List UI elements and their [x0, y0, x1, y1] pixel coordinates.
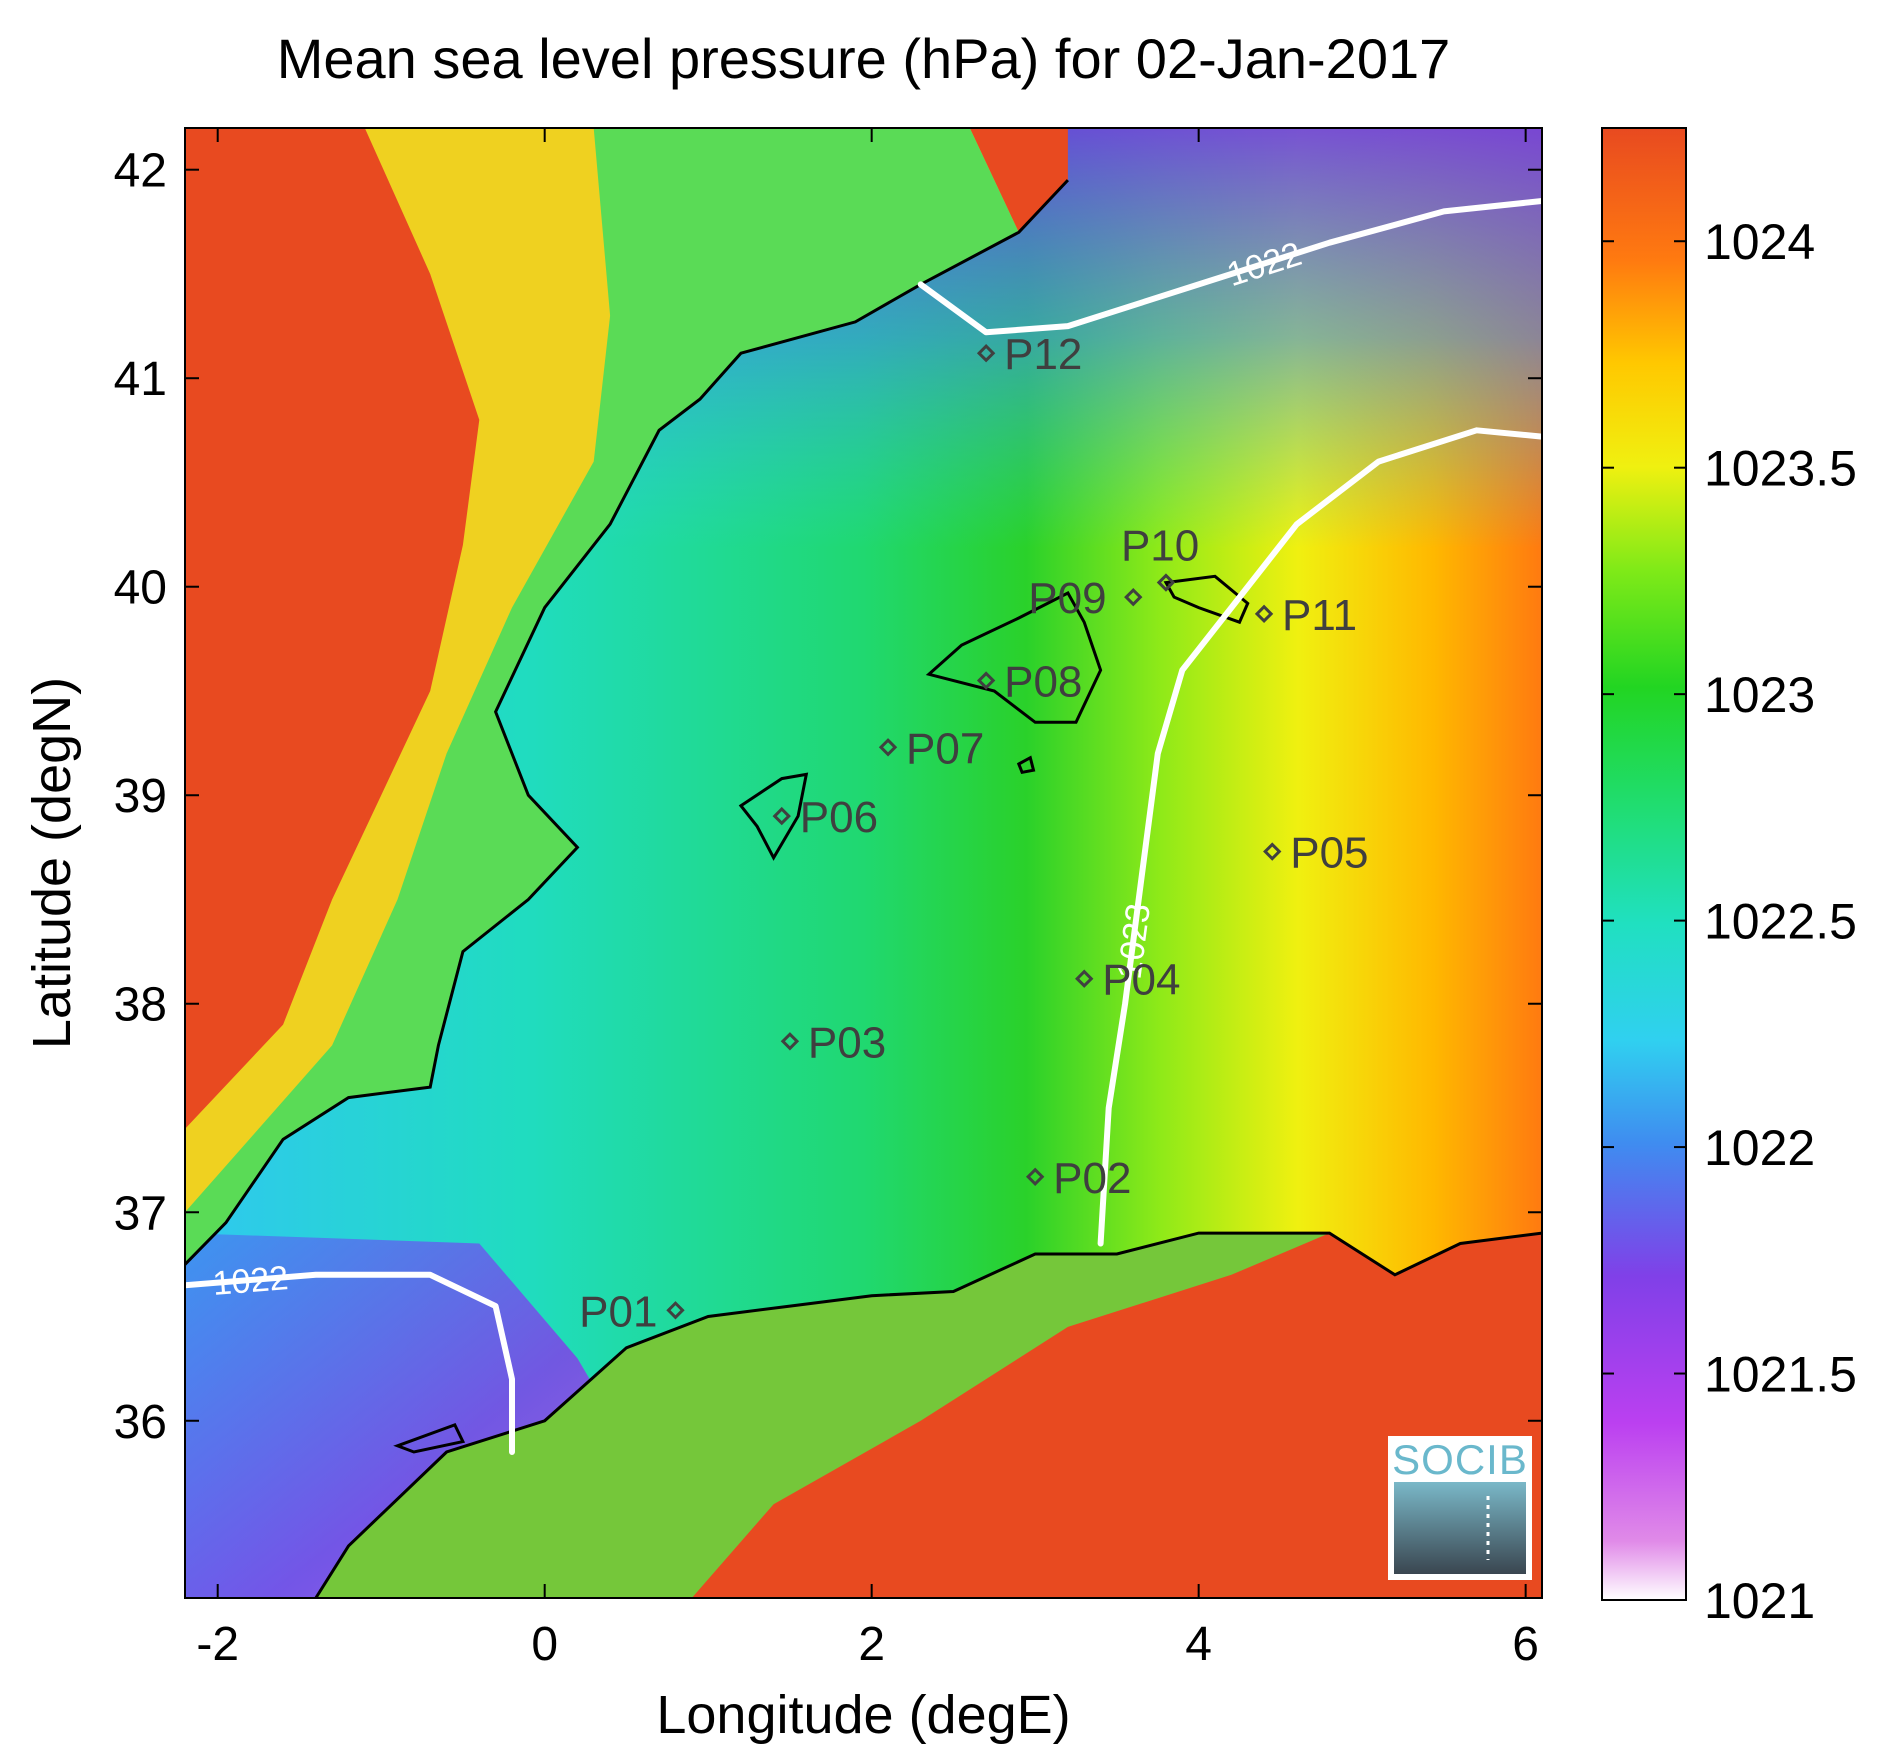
contour-label: 1022 [211, 1259, 289, 1303]
station-label: P03 [808, 1018, 886, 1067]
menorca-island [1163, 574, 1250, 625]
station-marker [1075, 969, 1094, 988]
station-marker [1263, 842, 1282, 861]
north-africa-coastline [314, 1231, 1542, 1598]
station-label: P10 [1121, 522, 1199, 571]
y-tick-label: 39 [114, 770, 167, 823]
chart-title: Mean sea level pressure (hPa) for 02-Jan… [277, 27, 1451, 90]
station-marker [976, 671, 996, 690]
y-axis-label: Latitude (degN) [22, 677, 82, 1049]
station-label: P12 [1004, 330, 1082, 379]
y-tick-label: 38 [114, 979, 167, 1032]
y-tick-label: 37 [114, 1187, 167, 1240]
station-label: P08 [1004, 658, 1082, 707]
y-tick-label: 41 [114, 353, 167, 406]
station-label: P06 [800, 793, 878, 842]
colorbar-tick-label: 1022.5 [1704, 894, 1857, 950]
ibiza-island [738, 772, 809, 861]
colorbar-tick-label: 1021 [1704, 1573, 1815, 1629]
colorbar-gradient [1601, 127, 1687, 1601]
x-tick-label: 2 [858, 1618, 885, 1671]
cabrera-island [1016, 755, 1036, 774]
station-marker [1254, 604, 1274, 624]
station-marker [1156, 573, 1176, 592]
x-tick-label: 6 [1512, 1618, 1539, 1671]
map-plot-area: 102210221023P01P02P03P04P05P06P07P08P09P… [185, 128, 1542, 1598]
colorbar: 1021 1021.5 1022 1022.5 1023 1023.5 1024 [1601, 127, 1857, 1629]
station-marker [1025, 1167, 1045, 1187]
station-label: P01 [579, 1287, 657, 1336]
y-tick-label: 42 [114, 145, 167, 198]
mallorca-island [925, 591, 1103, 724]
x-tick-label: -2 [196, 1618, 239, 1671]
alboran-island [393, 1423, 466, 1454]
iberia-coastline [185, 179, 1069, 1266]
station-label: P07 [906, 724, 984, 773]
station-label: P04 [1102, 956, 1180, 1005]
x-axis-label: Longitude (degE) [656, 1685, 1070, 1745]
colorbar-tick-label: 1021.5 [1704, 1347, 1857, 1403]
station-marker [780, 1032, 800, 1051]
station-label: P11 [1282, 591, 1357, 640]
station-label: P05 [1290, 829, 1368, 878]
north-africa-coastal-band [315, 1233, 1330, 1598]
station-marker [878, 738, 898, 757]
y-tick-label: 40 [114, 562, 167, 615]
colorbar-tick-label: 1024 [1704, 214, 1815, 270]
colorbar-tick-label: 1022 [1704, 1120, 1815, 1176]
contour-line-1022 [185, 1271, 515, 1455]
plot-frame [184, 127, 1543, 1599]
socib-logo: SOCIB [1388, 1436, 1532, 1580]
iberia-shore-band [185, 128, 1019, 1265]
colorbar-tick-label: 1023 [1704, 667, 1815, 723]
station-marker [772, 806, 791, 826]
station-marker [976, 343, 996, 363]
axis-ticks: -2 0 2 4 6 36 37 38 39 40 41 42 [114, 128, 1542, 1671]
station-marker [666, 1301, 685, 1320]
x-tick-label: 4 [1185, 1618, 1212, 1671]
contour-line-1022 [917, 198, 1542, 336]
x-tick-label: 0 [531, 1618, 558, 1671]
station-marker [1124, 587, 1143, 607]
station-label: P02 [1053, 1154, 1131, 1203]
contour-line-1023 [1097, 427, 1542, 1247]
y-tick-label: 36 [114, 1396, 167, 1449]
colorbar-tick-label: 1023.5 [1704, 441, 1857, 497]
socib-logo-text: SOCIB [1392, 1436, 1528, 1483]
station-label: P09 [1028, 574, 1106, 623]
